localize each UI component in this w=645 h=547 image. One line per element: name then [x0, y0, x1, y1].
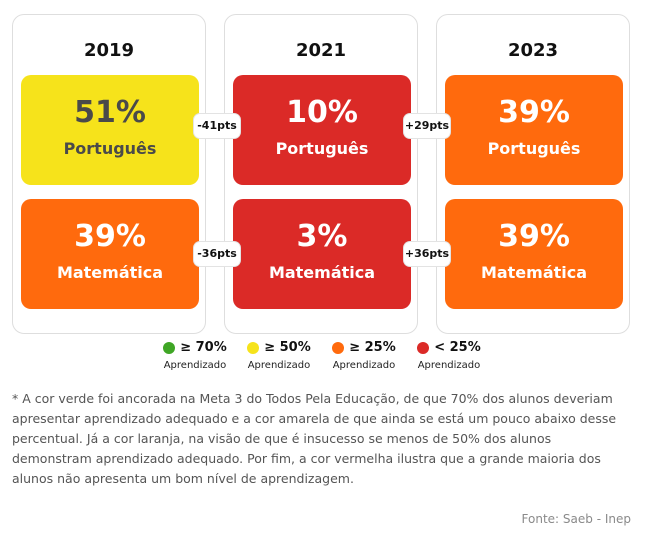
tile-matematica-2019: 39% Matemática	[21, 199, 199, 309]
tile-matematica-2021: 3% Matemática	[233, 199, 411, 309]
legend-item-yellow: ≥ 50% Aprendizado	[234, 340, 324, 371]
change-badge-portugues-2021-2023: +29pts	[404, 114, 450, 138]
legend-item-orange: ≥ 25% Aprendizado	[319, 340, 409, 371]
value-label: 39%	[74, 219, 146, 254]
value-label: 51%	[74, 95, 146, 130]
legend-label: Aprendizado	[332, 360, 396, 371]
tile-portugues-2019: 51% Português	[21, 75, 199, 185]
legend-symbol: ≥ 25%	[349, 340, 396, 355]
change-badge-portugues-2019-2021: -41pts	[194, 114, 240, 138]
footnote: * A cor verde foi ancorada na Meta 3 do …	[12, 391, 617, 486]
tile-portugues-2023: 39% Português	[445, 75, 623, 185]
value-label: 39%	[498, 219, 570, 254]
panel-2023: 2023 39% Português 39% Matemática	[436, 14, 630, 334]
legend-swatch	[247, 341, 260, 354]
legend-symbol: < 25%	[434, 340, 481, 355]
source-label: Fonte: Saeb - Inep	[521, 512, 631, 526]
tile-portugues-2021: 10% Português	[233, 75, 411, 185]
value-label: 3%	[296, 219, 348, 254]
subject-label: Português	[275, 139, 369, 158]
legend-symbol: ≥ 70%	[180, 340, 227, 355]
year-label: 2023	[507, 40, 559, 61]
change-badge-matematica-2019-2021: -36pts	[194, 242, 240, 266]
legend-item-red: < 25% Aprendizado	[404, 340, 494, 371]
tile-matematica-2023: 39% Matemática	[445, 199, 623, 309]
subject-label: Português	[487, 139, 581, 158]
value-label: 39%	[498, 95, 570, 130]
panel-2019: 2019 51% Português 39% Matemática	[12, 14, 206, 334]
legend-item-green: ≥ 70% Aprendizado	[150, 340, 240, 371]
subject-label: Matemática	[268, 263, 376, 282]
subject-label: Português	[63, 139, 157, 158]
subject-label: Matemática	[56, 263, 164, 282]
panel-2021: 2021 10% Português 3% Matemática	[224, 14, 418, 334]
legend-swatch	[332, 341, 345, 354]
legend-swatch	[163, 341, 176, 354]
legend-label: Aprendizado	[247, 360, 311, 371]
legend-label: Aprendizado	[417, 360, 481, 371]
legend-swatch	[417, 341, 430, 354]
year-label: 2019	[83, 40, 135, 61]
legend-label: Aprendizado	[163, 360, 227, 371]
change-badge-matematica-2021-2023: +36pts	[404, 242, 450, 266]
subject-label: Matemática	[480, 263, 588, 282]
year-label: 2021	[295, 40, 347, 61]
value-label: 10%	[286, 95, 358, 130]
legend-symbol: ≥ 50%	[264, 340, 311, 355]
